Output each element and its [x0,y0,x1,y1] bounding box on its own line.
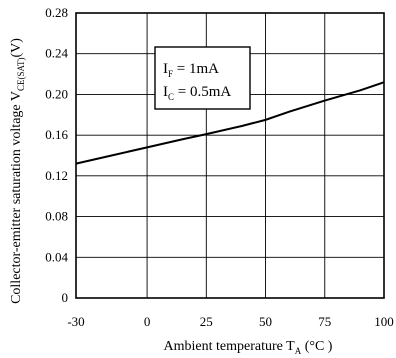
y-tick-label: 0.04 [45,249,68,264]
y-tick-labels: 0 0.04 0.08 0.12 0.16 0.20 0.24 0.28 [45,5,68,305]
y-tick-label: 0.28 [45,5,68,20]
x-tick-label: 100 [374,314,394,329]
y-tick-label: 0 [62,290,69,305]
series-group [75,81,385,165]
series-line [75,81,385,165]
annotation-box: IF = 1mA IC = 0.5mA [154,46,251,110]
x-tick-label: 0 [144,314,151,329]
x-tick-label: -30 [67,314,84,329]
plot-area [75,12,385,299]
x-axis-title: Ambient temperature TA (°C ) [164,339,333,356]
y-tick-label: 0.08 [45,209,68,224]
x-tick-labels: -30 0 25 50 75 100 [67,314,393,329]
y-axis-title: Collector-emitter saturation voltage VCE… [9,38,26,304]
plot-frame [75,12,385,299]
y-tick-label: 0.12 [45,168,68,183]
y-tick-label: 0.16 [45,127,68,142]
x-tick-label: 50 [259,314,272,329]
annotation-line-1: IF = 1mA [163,61,219,79]
annotation-frame [154,46,251,110]
y-tick-label: 0.20 [45,86,68,101]
y-tick-label: 0.24 [45,46,68,61]
annotation-line-2: IC = 0.5mA [163,84,231,102]
x-tick-label: 25 [200,314,213,329]
x-tick-label: 75 [318,314,331,329]
